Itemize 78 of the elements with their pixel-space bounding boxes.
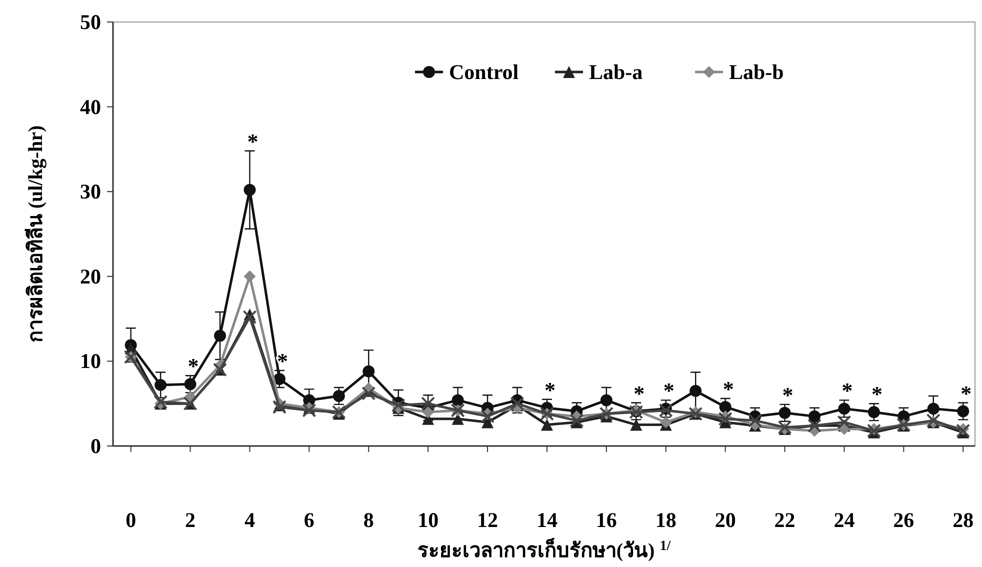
point xyxy=(838,423,850,436)
point xyxy=(690,384,702,397)
annotation: * xyxy=(722,376,734,402)
y-tick-label: 50 xyxy=(80,10,101,34)
annotation: * xyxy=(663,378,674,404)
legend-label: Lab-b xyxy=(729,60,784,84)
point xyxy=(391,398,406,412)
point xyxy=(748,414,762,428)
y-tick-label: 20 xyxy=(80,264,101,288)
annotation: * xyxy=(960,380,972,406)
annotation: * xyxy=(247,128,258,154)
point xyxy=(957,405,970,418)
x-tick-label: 18 xyxy=(655,508,676,532)
point xyxy=(362,386,376,400)
point xyxy=(837,415,852,430)
point xyxy=(658,403,673,418)
point xyxy=(362,365,375,378)
point xyxy=(244,270,256,282)
point xyxy=(926,414,940,428)
x-tick-label: 4 xyxy=(244,508,256,532)
point xyxy=(154,394,168,409)
point xyxy=(778,406,791,419)
point xyxy=(184,378,196,390)
y-tick-label: 30 xyxy=(80,180,101,204)
point xyxy=(630,418,642,431)
x-tick-label: 16 xyxy=(596,508,617,532)
x-tick-label: 2 xyxy=(185,508,196,532)
point xyxy=(510,396,524,411)
x-tick-label: 22 xyxy=(774,508,796,532)
point xyxy=(808,410,820,422)
annotation: * xyxy=(276,348,288,374)
x-tick-label: 20 xyxy=(714,508,736,532)
point xyxy=(719,400,732,413)
x-tick-label: 10 xyxy=(418,508,439,532)
point xyxy=(154,378,167,391)
x-tick-label: 0 xyxy=(126,508,136,532)
y-tick-label: 0 xyxy=(90,434,101,458)
x-tick-label: 14 xyxy=(536,508,558,532)
x-tick-label: 28 xyxy=(952,508,974,532)
point xyxy=(866,424,881,438)
annotation: * xyxy=(634,380,645,406)
legend-label: Control xyxy=(449,60,519,84)
annotation: * xyxy=(842,378,853,404)
point xyxy=(302,403,316,418)
point xyxy=(421,396,436,411)
annotation: * xyxy=(871,382,882,407)
legend-label: Lab-a xyxy=(589,60,644,84)
point xyxy=(273,373,286,386)
y-tick-label: 40 xyxy=(80,94,101,119)
point xyxy=(660,416,672,428)
point xyxy=(868,406,880,418)
annotation: * xyxy=(544,377,556,402)
point xyxy=(272,400,286,414)
point xyxy=(927,402,940,415)
point xyxy=(452,394,464,406)
point xyxy=(778,420,792,434)
x-tick-label: 24 xyxy=(834,508,856,532)
point xyxy=(480,409,495,424)
x-tick-label: 26 xyxy=(893,508,914,532)
point xyxy=(244,184,256,196)
point xyxy=(600,394,612,406)
x-tick-label: 8 xyxy=(363,508,374,532)
point xyxy=(242,310,257,324)
x-tick-label: 12 xyxy=(477,508,498,532)
annotation: * xyxy=(188,354,199,379)
point xyxy=(332,390,345,402)
point xyxy=(540,418,553,431)
point xyxy=(956,424,970,438)
x-axis-title: ระยะเวลาการเก็บรักษา(วัน) $^{1/}$ xyxy=(417,537,672,562)
annotation: * xyxy=(782,382,794,408)
y-axis-title: การผลิตเอทิลีน (ul/kg-hr) xyxy=(24,125,47,343)
x-tick-label: 6 xyxy=(304,508,314,532)
y-tick-label: 10 xyxy=(80,349,101,374)
point xyxy=(214,330,226,342)
point xyxy=(570,414,584,428)
point xyxy=(718,412,732,426)
point xyxy=(422,406,434,418)
point xyxy=(838,402,850,415)
